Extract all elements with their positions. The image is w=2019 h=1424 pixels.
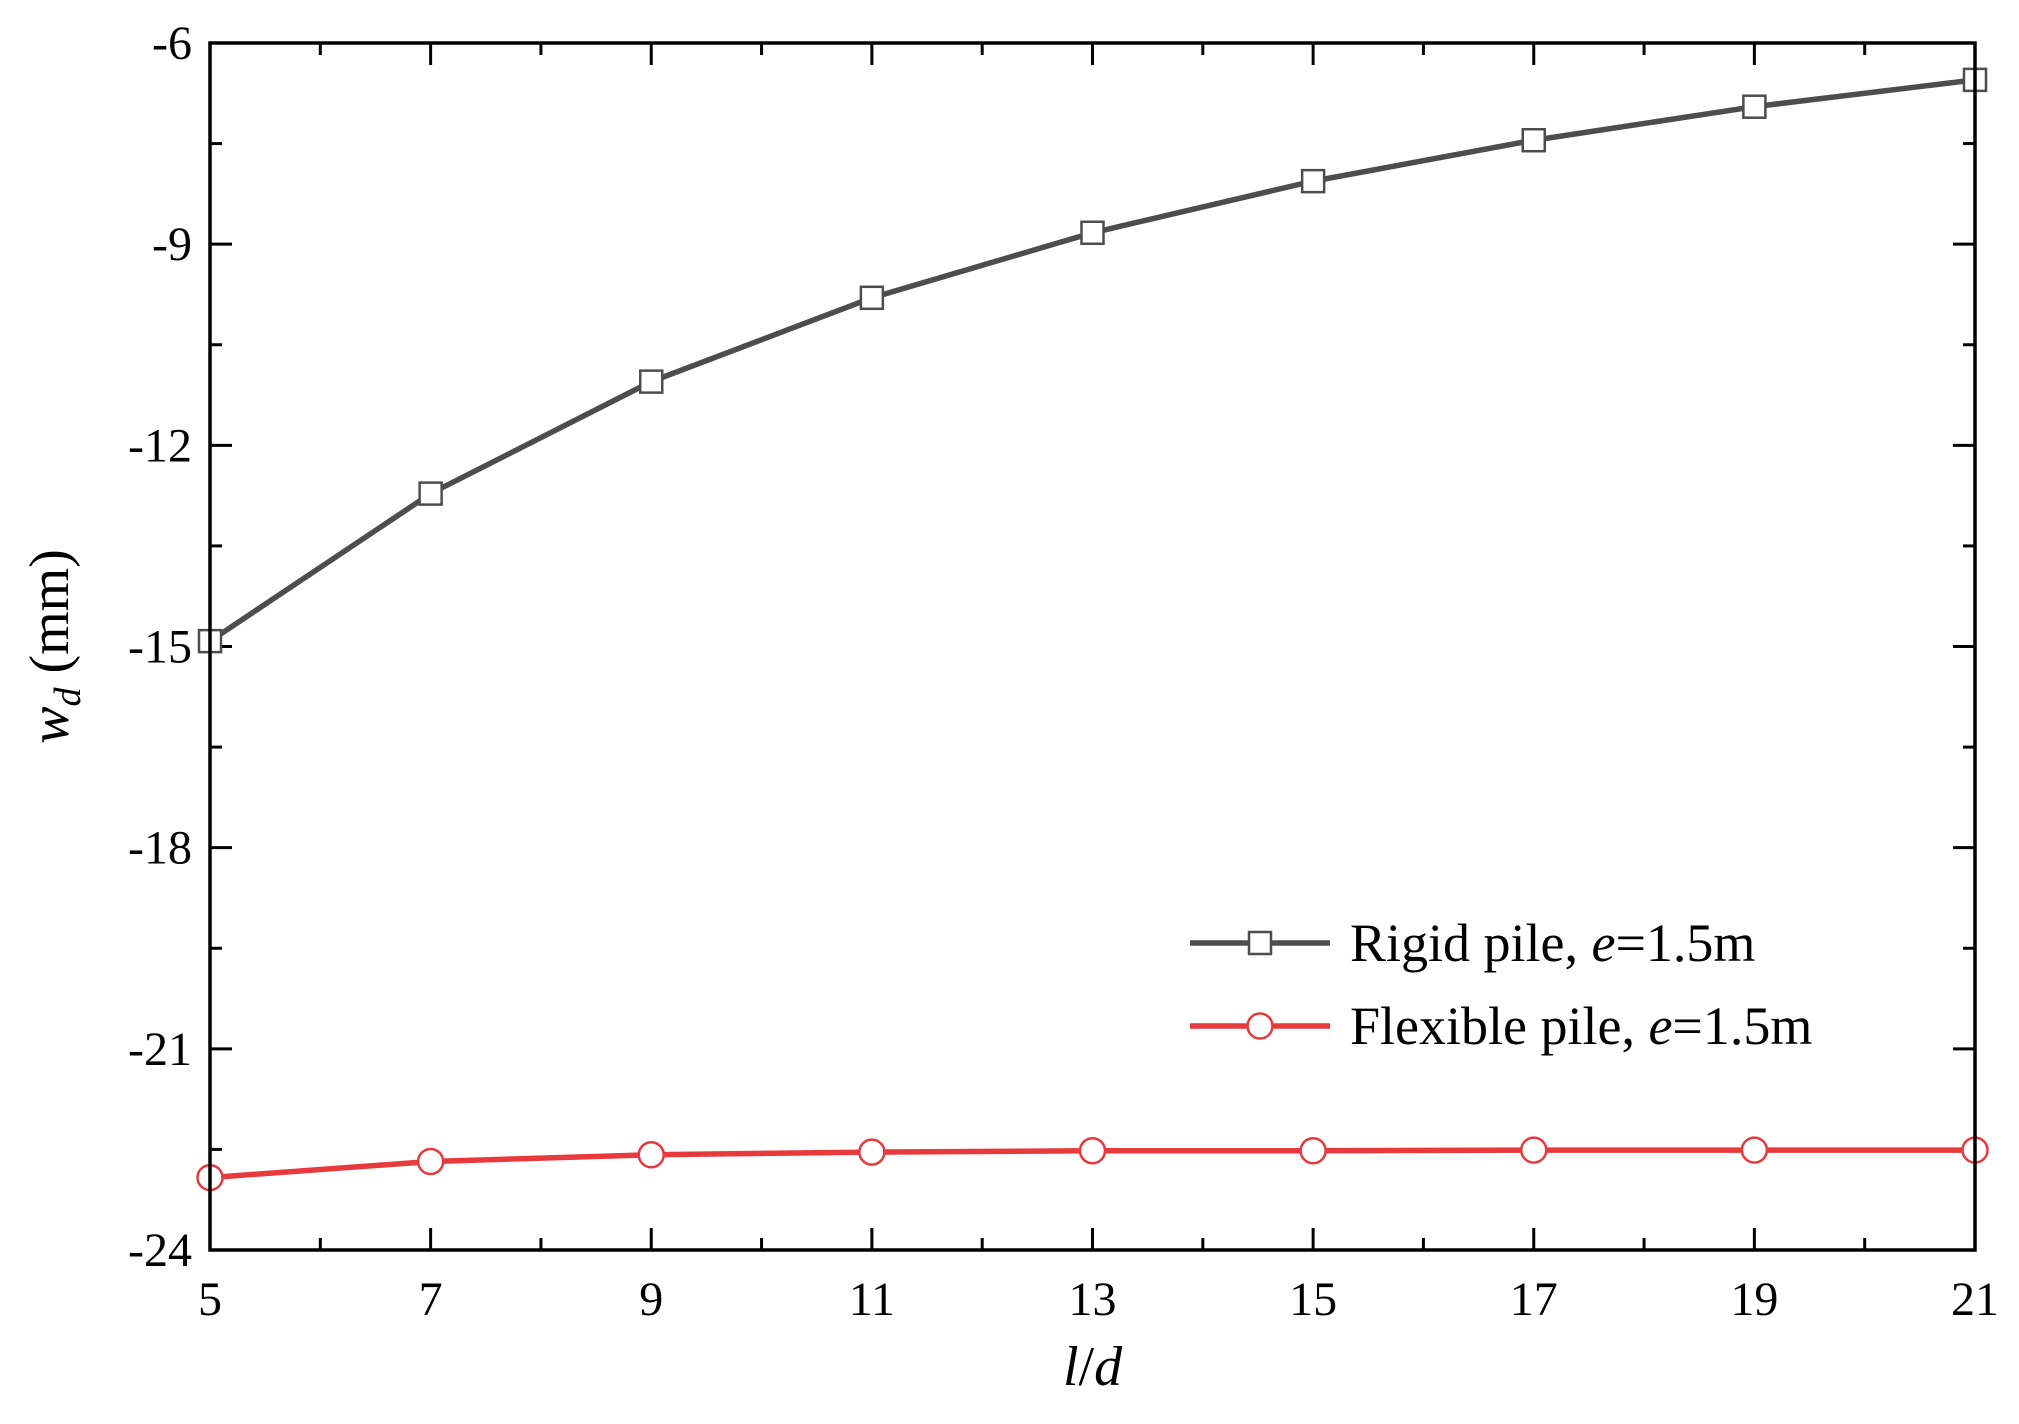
x-tick-label: 5 bbox=[198, 1273, 222, 1326]
data-point-marker bbox=[1521, 127, 1546, 153]
plot-border bbox=[208, 41, 1977, 1252]
x-tick-label: 11 bbox=[849, 1273, 895, 1326]
series-line bbox=[208, 77, 1976, 644]
data-point-marker bbox=[1520, 1136, 1548, 1164]
data-point-marker bbox=[1742, 94, 1767, 119]
axis-labels: 5 7 9 11 13 15 17 19 21 -24 -21 -18 -15 -12 -9 -6 l/d wd … bbox=[19, 17, 1999, 1398]
legend: Rigid pile, e=1.5m Flexible pile, e=1.5m bbox=[1190, 913, 1812, 1056]
legend-label: Flexible pile, e=1.5m bbox=[1350, 996, 1812, 1056]
y-tick-label: -12 bbox=[128, 419, 192, 472]
y-tick-label: -9 bbox=[152, 218, 192, 271]
data-point-marker bbox=[416, 1147, 445, 1176]
y-tick-label: -24 bbox=[128, 1224, 192, 1277]
data-point-marker bbox=[1299, 1137, 1327, 1165]
data-point-marker bbox=[639, 369, 664, 394]
data-point-marker bbox=[859, 285, 885, 311]
data-point-marker bbox=[858, 1138, 886, 1166]
y-tick-label: -21 bbox=[128, 1023, 192, 1076]
x-tick-label: 13 bbox=[1069, 1273, 1117, 1326]
x-axis-title: l/d bbox=[1063, 1336, 1123, 1398]
x-tick-label: 7 bbox=[419, 1273, 443, 1326]
data-point-marker bbox=[1080, 220, 1105, 246]
plot-frame bbox=[208, 41, 1977, 1252]
legend-item: Flexible pile, e=1.5m bbox=[1190, 996, 1812, 1056]
x-tick-label: 15 bbox=[1289, 1273, 1337, 1326]
series-lines bbox=[196, 67, 1989, 1192]
y-tick-label: -15 bbox=[128, 621, 192, 674]
data-point-marker bbox=[1078, 1137, 1107, 1165]
data-point-marker bbox=[1300, 168, 1326, 194]
legend-marker bbox=[1247, 930, 1273, 956]
y-tick-label: -18 bbox=[128, 822, 192, 875]
data-point-marker bbox=[418, 481, 443, 506]
legend-label: Rigid pile, e=1.5m bbox=[1350, 913, 1755, 973]
data-point-marker bbox=[1740, 1136, 1769, 1164]
legend-item: Rigid pile, e=1.5m bbox=[1190, 913, 1755, 973]
legend-marker bbox=[1246, 1012, 1274, 1040]
x-tick-label: 17 bbox=[1510, 1273, 1558, 1326]
series-flexible-pile bbox=[196, 1136, 1989, 1192]
data-point-marker bbox=[637, 1141, 665, 1169]
series-rigid-pile bbox=[197, 67, 1988, 654]
x-tick-label: 9 bbox=[639, 1273, 663, 1326]
x-tick-label: 19 bbox=[1730, 1273, 1778, 1326]
x-tick-label: 21 bbox=[1951, 1273, 1999, 1326]
y-axis-title: wd (mm) bbox=[19, 549, 89, 744]
y-tick-label: -6 bbox=[152, 17, 192, 70]
